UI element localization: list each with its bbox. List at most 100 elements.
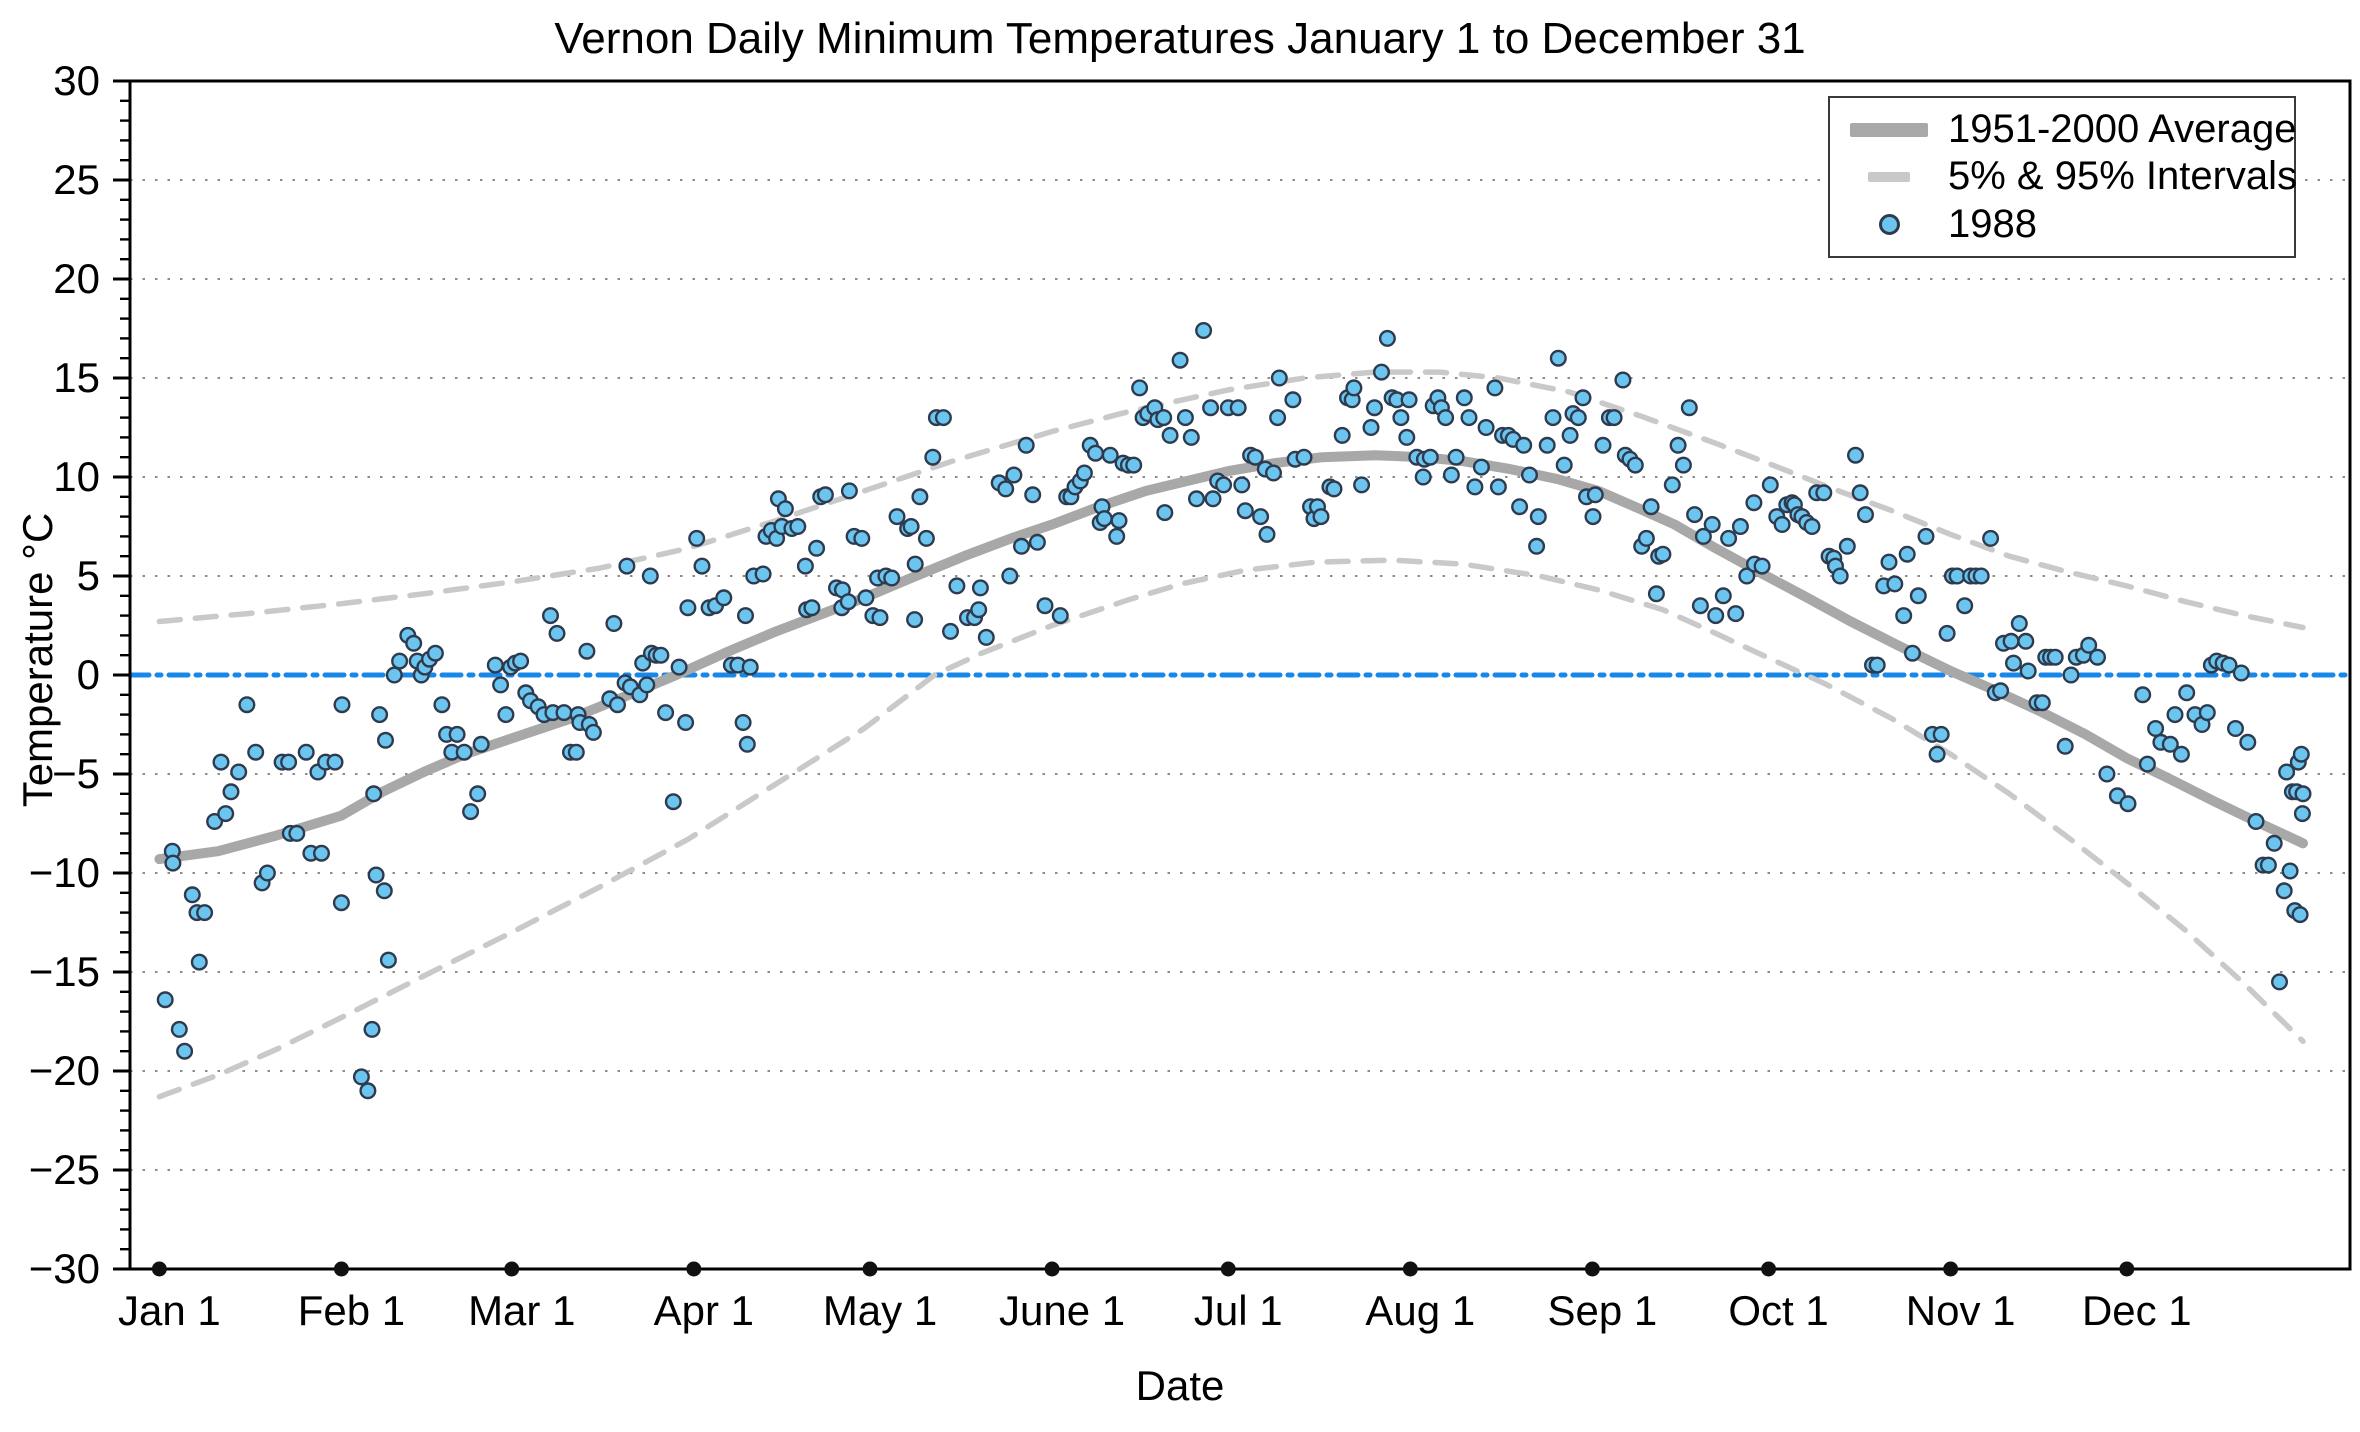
data-point: [2004, 654, 2022, 672]
data-point: [2226, 720, 2244, 738]
data-point: [1455, 389, 1473, 407]
data-point: [1486, 379, 1504, 397]
legend-box: 1951-2000 Average 5% & 95% Intervals 198…: [1828, 96, 2297, 258]
data-point: [578, 642, 596, 660]
data-point: [497, 706, 515, 724]
data-point: [1295, 448, 1313, 466]
data-point: [888, 508, 906, 526]
data-point: [1909, 587, 1927, 605]
data-point: [1831, 567, 1849, 585]
data-point: [326, 753, 344, 771]
data-point: [512, 652, 530, 670]
data-point: [1246, 448, 1264, 466]
x-axis-title: Date: [1135, 1362, 1225, 1409]
month-dot-Aug-1: [1402, 1261, 1418, 1277]
data-point: [1584, 508, 1602, 526]
data-point: [1917, 527, 1935, 545]
data-point: [664, 793, 682, 811]
data-point: [1017, 436, 1035, 454]
data-point: [212, 753, 230, 771]
data-point: [377, 731, 395, 749]
data-point: [405, 634, 423, 652]
data-point: [2019, 662, 2037, 680]
data-point: [1421, 448, 1439, 466]
data-point: [2033, 694, 2051, 712]
month-dot-Nov-1: [1943, 1261, 1959, 1277]
data-point: [333, 696, 351, 714]
data-point: [385, 666, 403, 684]
data-point: [789, 518, 807, 536]
data-point: [1447, 448, 1465, 466]
y-tick-label--15: −15: [29, 948, 100, 995]
data-point: [1270, 369, 1288, 387]
data-point: [1001, 567, 1019, 585]
data-point: [1691, 597, 1709, 615]
data-point: [1333, 426, 1351, 444]
data-point: [1803, 518, 1821, 536]
data-point: [542, 607, 560, 625]
data-point: [839, 593, 857, 611]
data-point: [1972, 567, 1990, 585]
data-point: [196, 904, 214, 922]
x-tick-label-Dec-1: Dec 1: [2082, 1287, 2192, 1334]
data-point: [1680, 399, 1698, 417]
data-point: [2247, 813, 2265, 831]
data-point: [367, 866, 385, 884]
data-point: [1654, 545, 1672, 563]
data-point: [1086, 444, 1104, 462]
data-point: [871, 609, 889, 627]
data-point: [472, 735, 490, 753]
y-tick-label--20: −20: [29, 1047, 100, 1094]
data-point: [1663, 476, 1681, 494]
data-point: [462, 803, 480, 821]
data-point: [567, 743, 585, 761]
data-point: [715, 589, 733, 607]
data-point: [741, 658, 759, 676]
data-point: [1365, 399, 1383, 417]
data-point: [641, 567, 659, 585]
data-point: [1538, 436, 1556, 454]
data-point: [2265, 834, 2283, 852]
data-point: [1928, 745, 1946, 763]
data-point: [1028, 533, 1046, 551]
data-point: [1156, 504, 1174, 522]
data-point: [391, 652, 409, 670]
upper-interval-curve: [156, 369, 2306, 631]
legend-item-average: 1951-2000 Average: [1830, 106, 2297, 153]
data-point: [997, 480, 1015, 498]
data-point: [1753, 557, 1771, 575]
y-tick-label-30: 30: [53, 57, 100, 104]
data-point: [288, 824, 306, 842]
data-point: [2088, 648, 2106, 666]
data-point: [1637, 529, 1655, 547]
data-point: [238, 696, 256, 714]
data-point: [297, 743, 315, 761]
y-tick-label-15: 15: [53, 354, 100, 401]
data-point: [1614, 371, 1632, 389]
data-point: [977, 628, 995, 646]
legend-item-1988: 1988: [1830, 201, 2294, 248]
data-point: [677, 714, 695, 732]
data-point: [433, 696, 451, 714]
data-point: [1258, 525, 1276, 543]
data-point: [1269, 409, 1287, 427]
month-dot-Feb-1: [333, 1261, 349, 1277]
month-dot-Apr-1: [686, 1261, 702, 1277]
data-point: [1284, 391, 1302, 409]
data-point: [1586, 486, 1604, 504]
data-point: [2056, 737, 2074, 755]
data-point: [1529, 508, 1547, 526]
data-point: [2275, 882, 2293, 900]
y-axis-title: Temperature °C: [14, 512, 61, 808]
data-point: [1233, 476, 1251, 494]
data-point: [170, 1020, 188, 1038]
data-point: [1720, 529, 1738, 547]
data-point: [1131, 379, 1149, 397]
data-point: [363, 1020, 381, 1038]
data-point: [258, 864, 276, 882]
legend-label-average: 1951-2000 Average: [1948, 107, 2297, 152]
data-point: [1561, 426, 1579, 444]
average-line-swatch-icon: [1850, 122, 1928, 137]
x-tick-label-May-1: May 1: [823, 1287, 937, 1334]
data-point: [1024, 486, 1042, 504]
